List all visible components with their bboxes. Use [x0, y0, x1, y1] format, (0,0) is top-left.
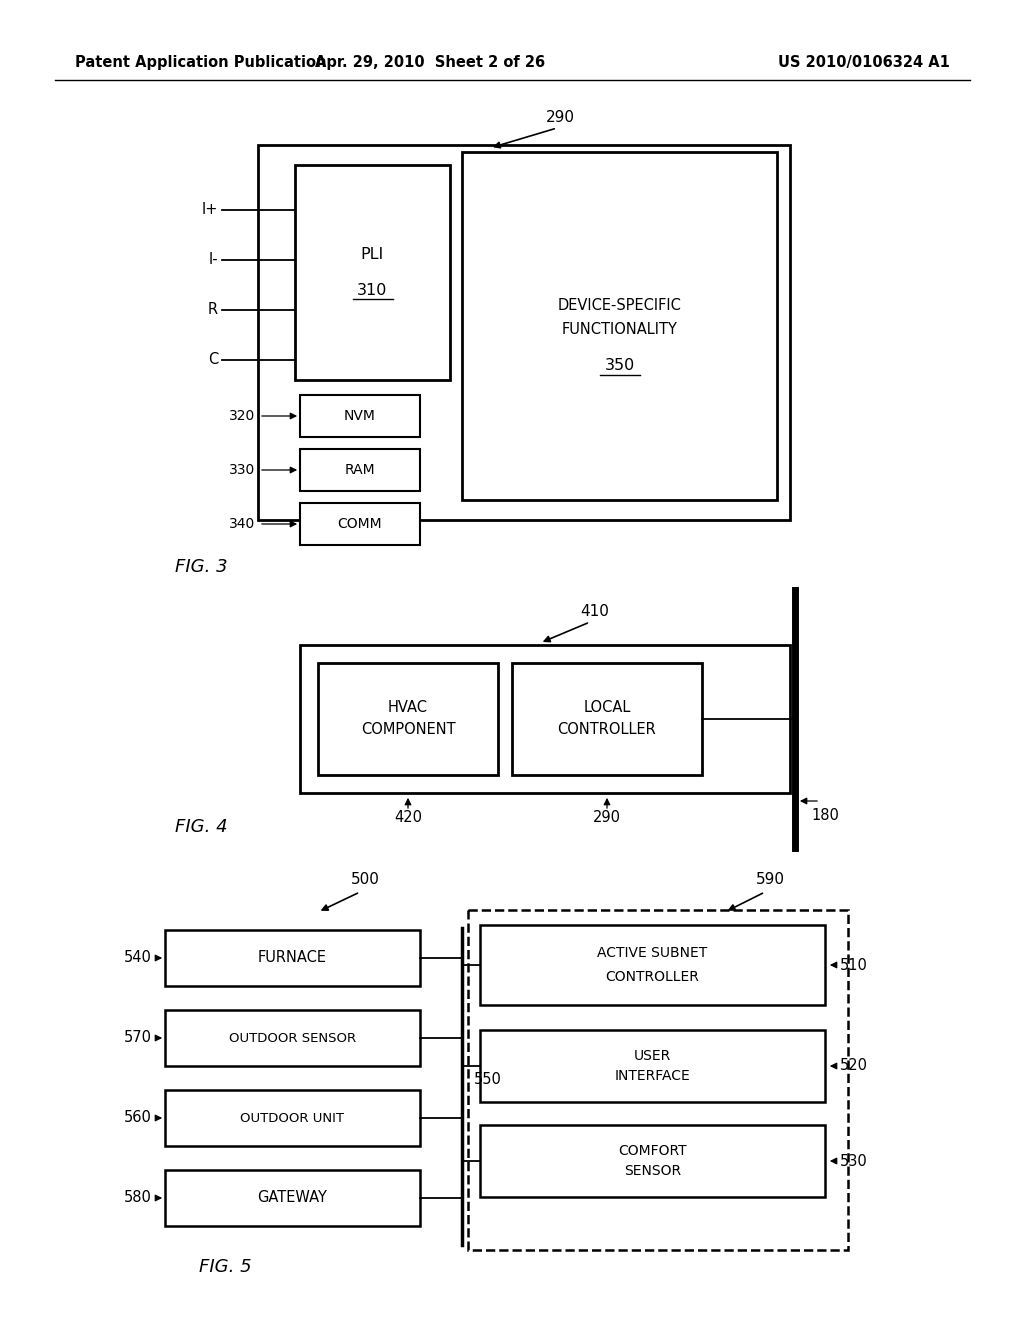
Text: 520: 520 [840, 1059, 868, 1073]
Bar [300, 645, 790, 793]
Text: FURNACE: FURNACE [258, 950, 327, 965]
Text: 320: 320 [228, 409, 255, 422]
Bar [165, 1010, 420, 1067]
Bar [165, 931, 420, 986]
Text: 410: 410 [581, 605, 609, 619]
Text: 500: 500 [350, 873, 380, 887]
Text: USER: USER [634, 1049, 671, 1063]
Text: 530: 530 [840, 1154, 867, 1168]
Text: NVM: NVM [344, 409, 376, 422]
Text: 290: 290 [593, 810, 621, 825]
Text: 340: 340 [228, 517, 255, 531]
Bar [165, 1170, 420, 1226]
Bar [258, 145, 790, 520]
Text: C: C [208, 352, 218, 367]
Text: 330: 330 [228, 463, 255, 477]
Bar [512, 663, 702, 775]
Text: 420: 420 [394, 810, 422, 825]
Text: I-: I- [208, 252, 218, 268]
Text: 560: 560 [124, 1110, 152, 1126]
Bar [165, 1090, 420, 1146]
Text: 350: 350 [604, 359, 635, 374]
Text: GATEWAY: GATEWAY [258, 1191, 328, 1205]
Text: 180: 180 [811, 808, 839, 822]
Text: COMM: COMM [338, 517, 382, 531]
Text: FUNCTIONALITY: FUNCTIONALITY [561, 322, 678, 337]
Text: HVAC: HVAC [388, 700, 428, 714]
Text: SENSOR: SENSOR [624, 1164, 681, 1177]
Bar [468, 909, 848, 1250]
Bar [480, 1125, 825, 1197]
Bar [480, 925, 825, 1005]
Bar [462, 152, 777, 500]
Text: DEVICE-SPECIFIC: DEVICE-SPECIFIC [557, 298, 681, 314]
Bar [480, 1030, 825, 1102]
Text: FIG. 3: FIG. 3 [175, 558, 227, 576]
Text: FIG. 5: FIG. 5 [199, 1258, 251, 1276]
Text: US 2010/0106324 A1: US 2010/0106324 A1 [778, 54, 950, 70]
Text: R: R [208, 302, 218, 318]
Bar [300, 395, 420, 437]
Text: 550: 550 [474, 1072, 502, 1088]
Text: CONTROLLER: CONTROLLER [558, 722, 656, 737]
Text: ACTIVE SUBNET: ACTIVE SUBNET [597, 946, 708, 960]
Text: COMFORT: COMFORT [618, 1144, 687, 1158]
Text: 540: 540 [124, 950, 152, 965]
Text: CONTROLLER: CONTROLLER [605, 970, 699, 983]
Text: OUTDOOR SENSOR: OUTDOOR SENSOR [229, 1031, 356, 1044]
Bar [318, 663, 498, 775]
Text: 580: 580 [124, 1191, 152, 1205]
Text: PLI: PLI [360, 247, 384, 261]
Text: FIG. 4: FIG. 4 [175, 818, 227, 836]
Text: OUTDOOR UNIT: OUTDOOR UNIT [241, 1111, 344, 1125]
Bar [300, 503, 420, 545]
Text: RAM: RAM [345, 463, 376, 477]
Text: 590: 590 [756, 873, 784, 887]
Text: COMPONENT: COMPONENT [360, 722, 456, 737]
Bar [300, 449, 420, 491]
Text: Apr. 29, 2010  Sheet 2 of 26: Apr. 29, 2010 Sheet 2 of 26 [315, 54, 545, 70]
Text: 290: 290 [546, 111, 574, 125]
Text: 510: 510 [840, 957, 868, 973]
Text: Patent Application Publication: Patent Application Publication [75, 54, 327, 70]
Text: 310: 310 [357, 282, 388, 298]
Bar [295, 165, 450, 380]
Text: INTERFACE: INTERFACE [614, 1069, 690, 1082]
Text: LOCAL: LOCAL [584, 700, 631, 714]
Text: 570: 570 [124, 1031, 152, 1045]
Text: I+: I+ [202, 202, 218, 218]
